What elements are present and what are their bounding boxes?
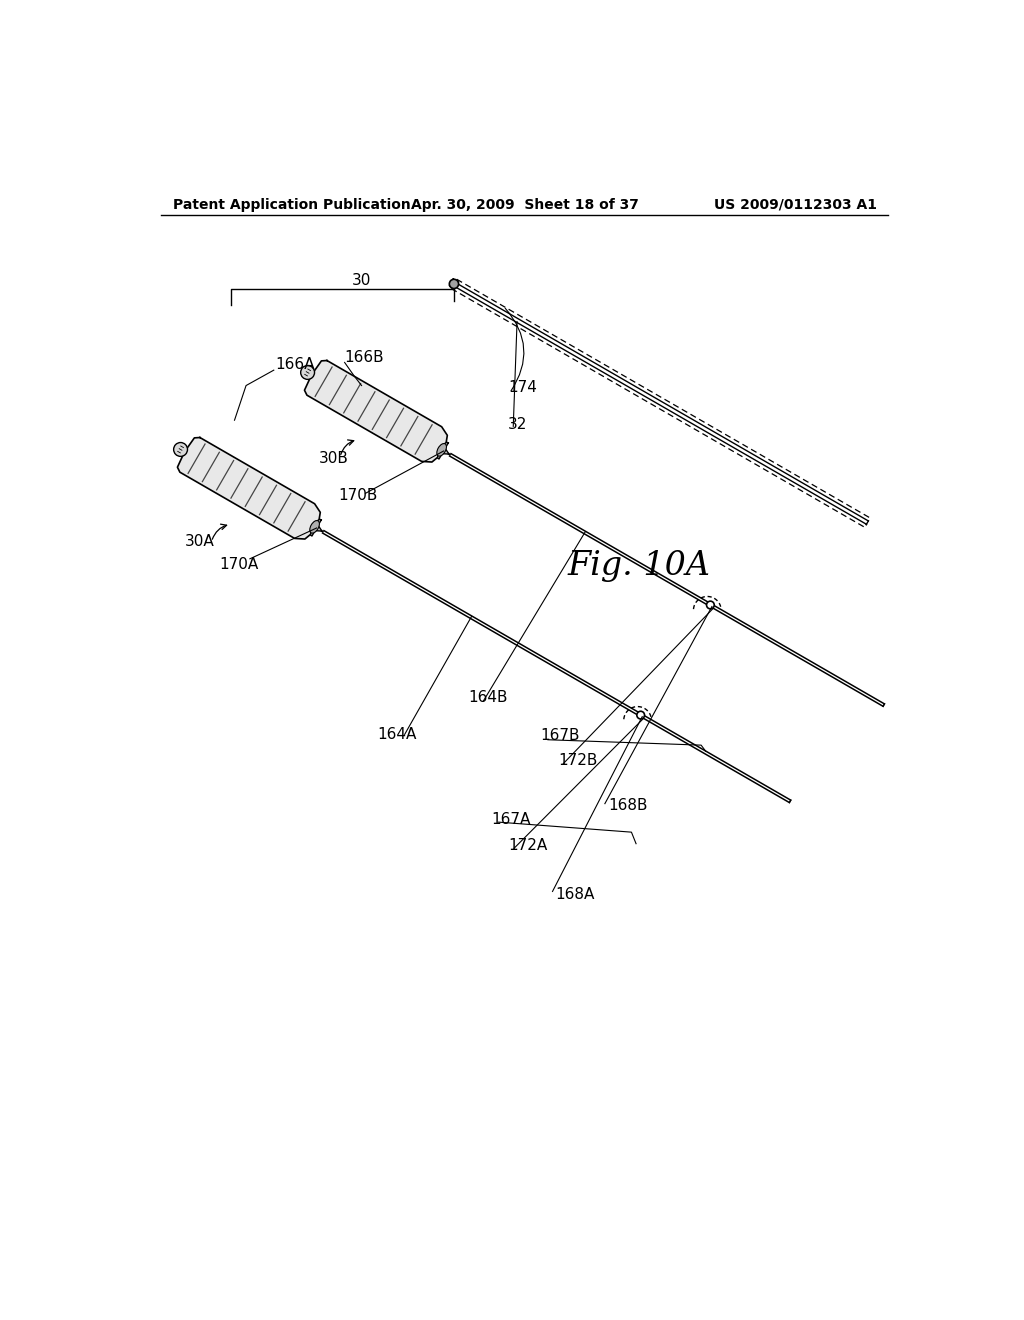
Polygon shape xyxy=(437,442,451,459)
Circle shape xyxy=(707,601,714,609)
Text: Patent Application Publication: Patent Application Publication xyxy=(173,198,411,211)
Text: 172B: 172B xyxy=(559,752,598,768)
Circle shape xyxy=(637,711,644,719)
Circle shape xyxy=(174,442,187,457)
Polygon shape xyxy=(304,360,447,462)
Text: 170A: 170A xyxy=(219,557,258,573)
Polygon shape xyxy=(323,531,791,803)
Text: 172A: 172A xyxy=(508,838,547,853)
Text: 166B: 166B xyxy=(345,350,384,364)
Ellipse shape xyxy=(310,520,319,533)
Text: 174: 174 xyxy=(508,380,537,396)
Text: 166A: 166A xyxy=(275,358,314,372)
Text: 30A: 30A xyxy=(184,535,214,549)
Text: 30B: 30B xyxy=(319,451,349,466)
Polygon shape xyxy=(450,279,459,289)
Text: 168A: 168A xyxy=(556,887,595,902)
Text: US 2009/0112303 A1: US 2009/0112303 A1 xyxy=(715,198,878,211)
Polygon shape xyxy=(310,519,324,536)
Text: 167A: 167A xyxy=(490,812,530,826)
Text: Apr. 30, 2009  Sheet 18 of 37: Apr. 30, 2009 Sheet 18 of 37 xyxy=(411,198,639,211)
Polygon shape xyxy=(177,437,321,539)
Text: 164A: 164A xyxy=(377,727,417,742)
Text: 164B: 164B xyxy=(468,690,507,705)
Polygon shape xyxy=(453,282,868,524)
Text: 32: 32 xyxy=(508,417,527,432)
Text: Fig. 10A: Fig. 10A xyxy=(567,550,711,582)
Text: 170B: 170B xyxy=(339,488,378,503)
Text: 30: 30 xyxy=(352,272,372,288)
Circle shape xyxy=(301,366,314,379)
Text: 168B: 168B xyxy=(608,797,647,813)
Polygon shape xyxy=(450,454,885,706)
Text: 167B: 167B xyxy=(541,729,580,743)
Circle shape xyxy=(450,280,459,289)
Ellipse shape xyxy=(437,444,446,457)
